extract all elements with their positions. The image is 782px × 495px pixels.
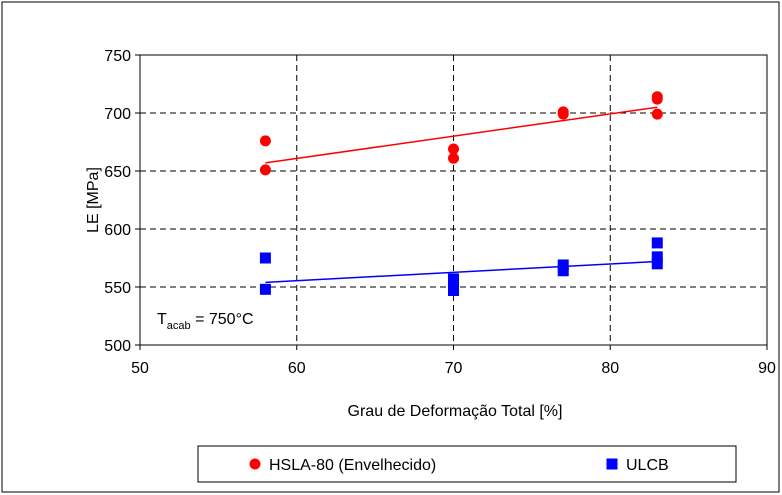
data-point-ulcb bbox=[448, 273, 459, 285]
data-point-hsla80 bbox=[259, 164, 271, 176]
y-axis-label: LE [MPa] bbox=[85, 167, 102, 233]
legend-box bbox=[197, 445, 737, 483]
data-point-hsla80 bbox=[651, 93, 663, 105]
legend-marker-ulcb bbox=[606, 458, 618, 470]
data-point-hsla80 bbox=[259, 135, 271, 147]
data-point-ulcb bbox=[651, 251, 663, 263]
x-tick-labels: 50 60 70 80 90 bbox=[131, 345, 776, 377]
y-tick-label: 550 bbox=[104, 280, 131, 297]
data-point-ulcb bbox=[651, 237, 663, 249]
data-point-ulcb bbox=[259, 283, 271, 295]
y-tick-labels: 500 550 600 650 700 750 bbox=[104, 48, 140, 355]
trendline-hsla80 bbox=[265, 106, 658, 164]
data-point-hsla80 bbox=[448, 143, 459, 155]
x-tick-label: 70 bbox=[445, 360, 463, 377]
x-axis-label: Grau de Deformação Total [%] bbox=[348, 403, 563, 420]
x-tick-label: 80 bbox=[601, 360, 619, 377]
annotation-rest: = 750°C bbox=[191, 311, 254, 328]
y-tick-label: 650 bbox=[104, 164, 131, 181]
data-point-ulcb bbox=[651, 258, 663, 270]
x-tick-label: 50 bbox=[131, 360, 149, 377]
data-point-ulcb bbox=[259, 252, 271, 264]
temperature-annotation: Tacab = 750°C bbox=[157, 311, 254, 332]
annotation-subscript: acab bbox=[167, 320, 191, 332]
x-tick-label: 90 bbox=[758, 360, 776, 377]
data-points bbox=[259, 91, 663, 296]
y-tick-label: 500 bbox=[104, 338, 131, 355]
y-tick-label: 600 bbox=[104, 222, 131, 239]
annotation-main: T bbox=[157, 311, 167, 328]
data-point-hsla80 bbox=[557, 108, 569, 120]
legend: HSLA-80 (Envelhecido) ULCB bbox=[249, 457, 669, 474]
data-point-ulcb bbox=[557, 265, 569, 277]
legend-label-ulcb: ULCB bbox=[626, 457, 669, 474]
data-point-ulcb bbox=[448, 284, 459, 296]
y-tick-label: 700 bbox=[104, 106, 131, 123]
legend-marker-hsla80 bbox=[249, 458, 261, 470]
legend-label-hsla80: HSLA-80 (Envelhecido) bbox=[269, 457, 436, 474]
x-tick-label: 60 bbox=[288, 360, 306, 377]
data-point-hsla80 bbox=[651, 108, 663, 120]
data-point-ulcb bbox=[448, 279, 459, 291]
trendline-ulcb bbox=[265, 260, 658, 284]
data-point-hsla80 bbox=[448, 152, 459, 164]
y-tick-label: 750 bbox=[104, 48, 131, 65]
trendlines bbox=[265, 106, 658, 284]
data-point-ulcb bbox=[557, 259, 569, 271]
